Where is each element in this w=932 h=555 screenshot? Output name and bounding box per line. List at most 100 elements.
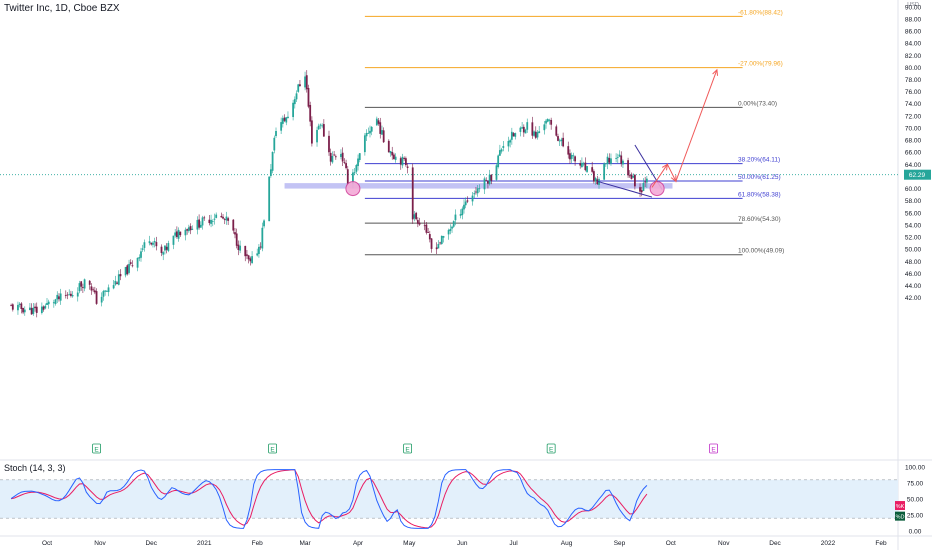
candle-2021-03-05 [310,120,313,144]
candle-2020-12-22 [186,229,189,231]
candle-2021-01-13 [223,219,226,220]
candle-2021-04-14 [379,122,382,134]
candle-2021-03-09 [317,125,320,130]
candle-2021-03-11 [321,125,324,127]
fib-label-4: 50.00%(61.25) [738,174,781,181]
candle-2021-01-21 [237,244,240,250]
candle-2021-02-09 [269,169,272,176]
candle-2021-03-24 [343,162,346,163]
candle-2021-05-24 [447,230,450,235]
fib-label-0: -61.80%(88.42) [738,9,783,16]
candle-2021-05-10 [423,225,426,227]
candle-2020-10-09 [59,293,62,301]
candle-2021-04-06 [365,132,368,137]
candle-2020-12-09 [164,245,166,251]
candle-2021-08-10 [581,162,583,167]
candle-2021-01-19 [234,232,236,235]
price-tick-0: 90.00 [905,4,922,11]
candle-2020-12-02 [152,242,154,245]
candle-2021-06-04 [466,200,469,202]
candle-2020-09-30 [44,305,47,309]
candle-2020-12-30 [199,224,202,228]
price-tick-13: 64.00 [905,162,922,169]
candle-2020-11-12 [117,274,120,285]
candle-2020-12-04 [155,242,158,247]
support-zone [284,183,673,189]
candle-2021-03-22 [340,153,342,158]
candle-2020-09-24 [34,306,36,309]
candle-2021-08-30 [615,158,618,159]
candle-2020-12-29 [198,219,201,228]
candle-2020-11-27 [143,242,146,248]
candle-2021-02-18 [285,117,288,123]
candle-2021-04-29 [404,158,407,166]
candle-2021-04-21 [391,152,394,156]
current-price-badge [904,169,931,180]
candle-2021-04-13 [377,120,380,124]
candle-2021-02-10 [271,151,274,171]
price-tick-8: 74.00 [905,101,922,108]
candle-2021-07-06 [521,127,524,129]
candle-2021-02-25 [297,84,300,92]
candle-2020-09-23 [32,307,35,314]
candle-2020-12-08 [162,252,165,255]
candle-2020-09-18 [23,309,26,313]
candle-2021-07-26 [555,126,558,136]
candle-2021-03-30 [353,172,356,174]
touch-circle-1 [649,181,665,197]
candle-2020-11-30 [148,241,151,244]
candle-2021-07-16 [538,131,541,134]
price-tick-9: 72.00 [905,113,922,120]
candle-2021-02-22 [292,102,294,118]
candle-2021-03-16 [329,152,332,162]
earnings-marker-4 [709,443,718,454]
candle-2021-03-01 [304,76,306,88]
candle-2021-01-20 [235,233,238,246]
main-pane [0,0,898,457]
candle-2021-05-17 [435,247,438,250]
candle-2021-06-07 [471,195,474,202]
candle-2021-07-23 [550,119,553,125]
candle-2021-07-07 [522,126,525,133]
earnings-marker-3 [546,443,556,454]
stoch-k-line [10,469,648,529]
candle-2021-04-27 [401,156,404,166]
wedge-line-1 [597,180,653,198]
candle-2020-09-16 [20,303,23,309]
candle-2021-02-11 [273,137,276,151]
candle-2021-03-08 [316,129,318,143]
candle-2021-08-05 [572,155,575,157]
candle-2021-07-27 [557,136,559,141]
candle-2021-02-03 [259,246,262,248]
candle-2021-09-13 [639,187,641,192]
candle-2020-12-21 [184,229,187,236]
candle-2021-01-11 [220,215,223,218]
candle-2021-03-19 [334,156,337,158]
symbol-title: Twitter Inc, 1D, Cboe BZX [4,3,120,14]
candle-2020-10-16 [71,295,74,297]
candle-2021-07-29 [560,139,563,142]
time-tick-11: Sep [614,540,626,547]
candle-2020-10-29 [93,290,96,293]
candle-2021-04-22 [393,154,395,160]
candle-2020-11-05 [105,290,108,292]
candle-2020-12-24 [189,226,192,231]
candle-2021-05-28 [454,214,457,221]
candle-2021-05-19 [439,242,441,244]
candle-2020-11-25 [140,251,142,258]
candle-2020-11-26 [141,248,144,250]
time-tick-9: Jul [509,540,518,547]
candle-2021-08-27 [610,158,612,164]
candle-2021-07-02 [514,133,517,137]
candle-2021-01-07 [213,218,216,220]
candle-2021-06-23 [498,150,501,156]
current-price-label: 62.29 [909,172,926,179]
candle-2021-05-25 [449,228,452,231]
candle-2021-09-02 [620,155,623,164]
candle-2021-05-31 [459,214,462,216]
candle-2020-10-01 [46,303,48,305]
candle-2020-11-13 [119,274,122,277]
candle-2021-08-24 [604,163,607,165]
candle-2021-02-26 [299,84,301,87]
